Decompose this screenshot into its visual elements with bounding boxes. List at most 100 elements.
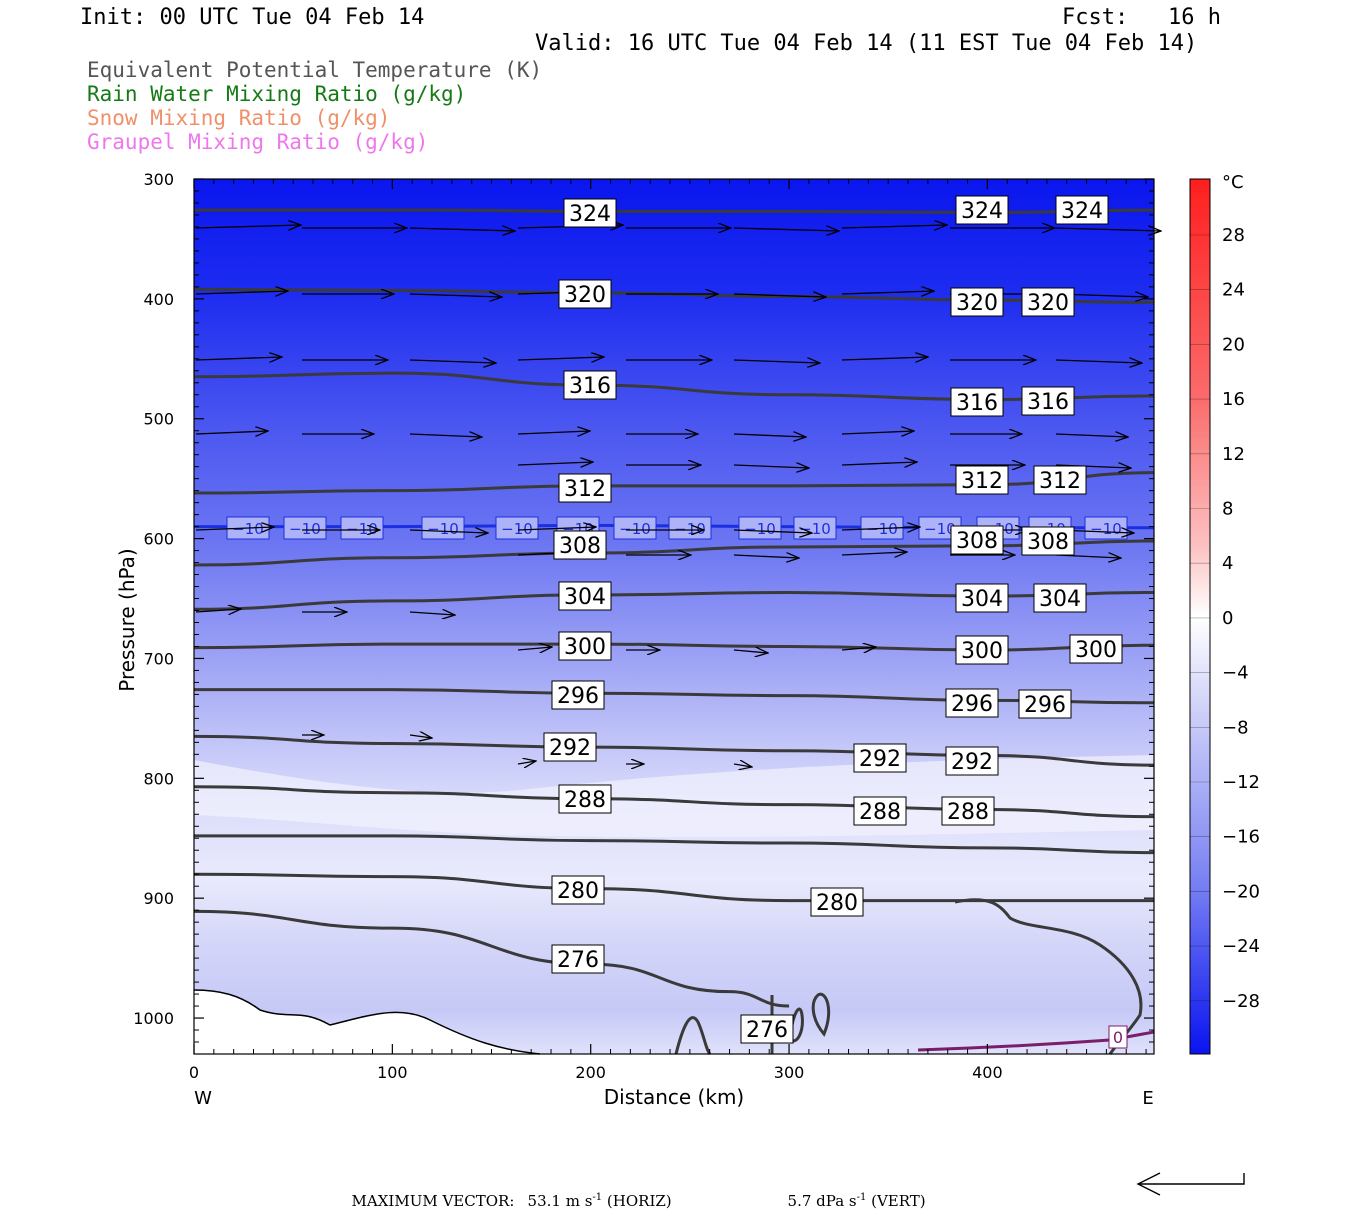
theta-e-label-box xyxy=(1055,195,1109,225)
wind-vector xyxy=(517,527,596,530)
colorbar xyxy=(1189,178,1211,1055)
max-vector-label: MAXIMUM VECTOR: xyxy=(351,1192,515,1210)
wind-vector xyxy=(841,462,917,465)
wind-vector xyxy=(517,761,536,764)
wind-vector xyxy=(733,360,820,363)
wind-vector xyxy=(195,431,268,434)
colorbar-tick-label: 12 xyxy=(1222,444,1245,465)
theta-e-label-box xyxy=(553,530,607,560)
theta-e-label-280: 280 xyxy=(816,891,858,916)
wind-vector xyxy=(409,228,515,231)
init-time: Init: 00 UTC Tue 04 Feb 14 xyxy=(80,5,425,30)
colorbar-tick-label: 20 xyxy=(1222,334,1245,355)
theta-e-closed-1 xyxy=(674,1016,712,1056)
horiz-exponent: -1 xyxy=(592,1192,603,1203)
theta-e-label-box xyxy=(955,583,1009,613)
wind-vector xyxy=(195,225,301,228)
y-tick-label: 1000 xyxy=(133,1009,174,1028)
wind-vector xyxy=(517,647,552,650)
theta-e-label-box xyxy=(563,370,617,400)
colorbar-tick-label: 0 xyxy=(1222,608,1233,629)
wind-vector xyxy=(1055,228,1161,231)
temp-label-box-8 xyxy=(738,516,782,540)
temp-label-6: −10 xyxy=(619,520,651,538)
wind-vector xyxy=(733,764,752,767)
legend-theta-e: Equivalent Potential Temperature (K) xyxy=(87,58,543,82)
wind-vector xyxy=(195,357,282,360)
theta-e-label-box xyxy=(558,581,612,611)
wind-vector xyxy=(195,609,241,612)
theta-e-closed-3 xyxy=(811,992,831,1037)
theta-e-label-292: 292 xyxy=(951,750,993,775)
theta-e-label-box xyxy=(945,688,999,718)
theta-e-line-316 xyxy=(193,371,1155,402)
vert-exponent: -1 xyxy=(856,1192,867,1203)
colorbar-tick-label: −16 xyxy=(1222,827,1260,848)
valid-time: Valid: 16 UTC Tue 04 Feb 14 (11 EST Tue … xyxy=(535,31,1198,56)
theta-e-line-292 xyxy=(193,734,1155,767)
temp-label-box-1 xyxy=(283,516,327,540)
theta-e-line-296 xyxy=(193,688,1155,705)
theta-e-label-308: 308 xyxy=(956,529,998,554)
y-tick-label: 800 xyxy=(143,769,174,788)
legend-snow: Snow Mixing Ratio (g/kg) xyxy=(87,106,391,130)
wind-vector xyxy=(733,434,806,437)
colorbar-tick-label: −12 xyxy=(1222,772,1260,793)
x-tick-label: 100 xyxy=(377,1063,408,1082)
theta-e-label-box xyxy=(740,1014,794,1044)
colorbar-tick-label: 28 xyxy=(1222,225,1245,246)
theta-e-label-box xyxy=(1033,465,1087,495)
wind-vector xyxy=(733,530,812,533)
forecast-hour: Fcst: 16 h xyxy=(1062,5,1221,30)
y-axis-title: Pressure (hPa) xyxy=(115,548,139,691)
x-end-right-label: E xyxy=(1142,1088,1153,1109)
graupel-contour xyxy=(917,1030,1155,1052)
colorbar-tick-label: −24 xyxy=(1222,936,1260,957)
theta-e-label-box xyxy=(551,944,605,974)
max-vector-vert-unit: (VERT) xyxy=(866,1192,926,1210)
theta-e-label-304: 304 xyxy=(1039,587,1081,612)
theta-e-label-box xyxy=(551,875,605,905)
theta-e-label-276: 276 xyxy=(557,948,599,973)
x-axis-title: Distance (km) xyxy=(604,1085,744,1109)
terrain-line xyxy=(193,989,541,1055)
theta-e-label-280: 280 xyxy=(557,879,599,904)
legend-graupel: Graupel Mixing Ratio (g/kg) xyxy=(87,130,429,154)
wind-vector xyxy=(517,357,604,360)
temp-label-11: −10 xyxy=(924,520,956,538)
theta-e-label-box xyxy=(941,796,995,826)
theta-e-label-312: 312 xyxy=(1039,469,1081,494)
wind-vector xyxy=(195,527,274,530)
colorbar-tick-label: 4 xyxy=(1222,553,1233,574)
plot-background xyxy=(194,179,1154,1054)
zero-label-box xyxy=(1108,1025,1128,1049)
theta-e-label-312: 312 xyxy=(961,469,1003,494)
theta-e-line-284 xyxy=(194,834,1155,855)
theta-e-label-box xyxy=(950,525,1004,555)
theta-e-label-box xyxy=(1021,386,1075,416)
theta-e-label-304: 304 xyxy=(961,587,1003,612)
theta-e-line-288 xyxy=(193,785,1155,819)
theta-e-label-312: 312 xyxy=(564,477,606,502)
theta-e-label-316: 316 xyxy=(569,374,611,399)
ground-mask xyxy=(194,990,540,1054)
colorbar-tick-label: 24 xyxy=(1222,280,1245,301)
wind-vector xyxy=(195,291,288,294)
light-band xyxy=(194,755,1154,838)
wind-vector xyxy=(841,527,920,530)
wind-vector xyxy=(733,650,768,653)
theta-e-label-box xyxy=(558,473,612,503)
theta-e-label-300: 300 xyxy=(961,639,1003,664)
colorbar-tick-label: −28 xyxy=(1222,991,1260,1012)
theta-e-label-box xyxy=(558,631,612,661)
wind-vector xyxy=(1055,434,1128,437)
wind-vector xyxy=(409,612,455,615)
temp-label-3: −10 xyxy=(427,520,459,538)
temp-label-8: −10 xyxy=(744,520,776,538)
theta-e-label-288: 288 xyxy=(859,800,901,825)
max-vector-horiz: 53.1 m s xyxy=(527,1192,593,1210)
wind-vector xyxy=(409,530,488,533)
theta-e-label-296: 296 xyxy=(951,692,993,717)
theta-e-label-box xyxy=(558,279,612,309)
theta-e-label-box xyxy=(558,784,612,814)
